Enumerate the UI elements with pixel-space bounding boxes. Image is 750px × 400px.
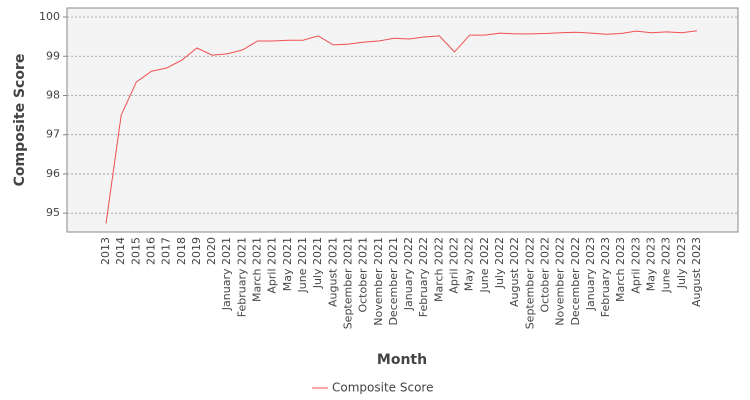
x-tick-label: 2016 <box>144 237 157 265</box>
x-tick-label: May 2023 <box>645 237 658 291</box>
x-tick-label: June 2022 <box>478 237 491 293</box>
x-tick-label: September 2021 <box>341 237 354 329</box>
x-tick-label: October 2021 <box>357 237 370 313</box>
x-tick-label: March 2023 <box>614 237 627 302</box>
x-tick-label: August 2021 <box>326 237 339 307</box>
plot-area <box>66 7 739 233</box>
x-tick-label: February 2022 <box>417 237 430 317</box>
x-tick-label: 2015 <box>129 237 142 265</box>
y-tick-label: 99 <box>46 49 60 62</box>
y-tick-label: 98 <box>46 88 60 101</box>
x-tick-label: December 2021 <box>387 237 400 326</box>
x-tick-label: May 2022 <box>463 237 476 291</box>
x-tick-label: August 2022 <box>508 237 521 307</box>
x-tick-label: 2014 <box>114 237 127 265</box>
x-tick-label: July 2021 <box>311 237 324 289</box>
x-tick-label: 2013 <box>99 237 112 265</box>
y-tick-label: 95 <box>46 206 60 219</box>
x-axis-title: Month <box>377 352 427 368</box>
x-tick-label: April 2023 <box>629 237 642 294</box>
x-tick-label: 2019 <box>190 237 203 265</box>
x-tick-label: April 2022 <box>448 237 461 294</box>
x-tick-label: September 2022 <box>523 237 536 329</box>
x-tick-label: 2018 <box>175 237 188 265</box>
x-tick-label: March 2021 <box>251 237 264 302</box>
x-tick-label: July 2022 <box>493 237 506 289</box>
x-tick-label: October 2022 <box>538 237 551 313</box>
x-tick-label: 2020 <box>205 237 218 265</box>
x-tick-label: November 2021 <box>372 237 385 326</box>
x-tick-label: March 2022 <box>432 237 445 302</box>
y-axis-title: Composite Score <box>12 54 28 187</box>
x-tick-label: August 2023 <box>690 237 703 307</box>
y-tick-label: 100 <box>39 10 60 23</box>
line <box>105 30 698 224</box>
legend-label: Composite Score <box>332 381 433 395</box>
x-tick-label: 2017 <box>160 237 173 265</box>
x-tick-label: May 2021 <box>281 237 294 291</box>
y-tick-label: 96 <box>46 167 60 180</box>
y-tick-label: 97 <box>46 128 60 141</box>
x-tick-label: June 2021 <box>296 237 309 293</box>
x-tick-label: November 2022 <box>554 237 567 326</box>
x-tick-label: January 2023 <box>584 237 597 311</box>
x-tick-label: February 2021 <box>235 237 248 317</box>
x-tick-label: December 2022 <box>569 237 582 326</box>
x-tick-label: July 2023 <box>675 237 688 289</box>
x-tick-label: January 2022 <box>402 237 415 311</box>
x-tick-label: April 2021 <box>266 237 279 294</box>
x-tick-label: June 2023 <box>660 237 673 293</box>
x-tick-label: January 2021 <box>220 237 233 311</box>
x-tick-label: February 2023 <box>599 237 612 317</box>
